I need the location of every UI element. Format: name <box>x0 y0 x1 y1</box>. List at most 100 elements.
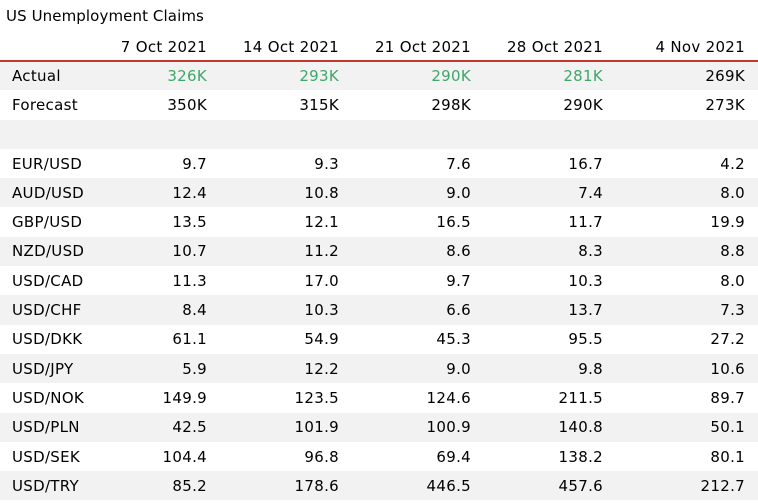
table-cell: 100.9 <box>426 418 471 437</box>
table-cell: 4.2 <box>720 154 745 173</box>
table-cell: 273K <box>705 95 745 114</box>
table-row: Forecast 350K 315K 298K 290K 273K <box>0 90 758 120</box>
table-cell: 50.1 <box>710 418 745 437</box>
table-cell: 12.4 <box>172 183 207 202</box>
table-cell: 12.1 <box>304 213 339 232</box>
table-cell <box>100 120 220 149</box>
row-label: NZD/USD <box>12 242 85 261</box>
table-row: USD/JPY 5.9 12.2 9.0 9.8 10.6 <box>0 353 758 384</box>
column-header: 14 Oct 2021 <box>220 33 352 62</box>
header-row: 7 Oct 2021 14 Oct 2021 21 Oct 2021 28 Oc… <box>0 33 758 62</box>
table-cell: 12.2 <box>304 359 339 378</box>
claims-table: 7 Oct 2021 14 Oct 2021 21 Oct 2021 28 Oc… <box>0 33 758 501</box>
table-row: GBP/USD 13.5 12.1 16.5 11.7 19.9 <box>0 207 758 237</box>
table-cell: 290K <box>563 95 603 114</box>
table-row: USD/DKK 61.1 54.9 45.3 95.5 27.2 <box>0 324 758 354</box>
table-cell: 16.5 <box>436 213 471 232</box>
table-cell: 8.8 <box>720 242 745 261</box>
table-cell: 7.3 <box>720 301 745 320</box>
row-label <box>0 120 100 149</box>
table-cell: 8.0 <box>720 183 745 202</box>
table-cell: 8.0 <box>720 271 745 290</box>
table-cell: 211.5 <box>558 388 603 407</box>
table-title: US Unemployment Claims <box>6 7 204 25</box>
table-cell: 85.2 <box>172 476 207 495</box>
table-cell: 446.5 <box>426 476 471 495</box>
column-header: 21 Oct 2021 <box>352 33 484 62</box>
table-row: AUD/USD 12.4 10.8 9.0 7.4 8.0 <box>0 178 758 208</box>
table-row: USD/TRY 85.2 178.6 446.5 457.6 212.7 <box>0 471 758 501</box>
table-cell: 5.9 <box>182 359 207 378</box>
column-header: 7 Oct 2021 <box>100 33 220 62</box>
table-cell: 212.7 <box>700 476 745 495</box>
table-cell: 140.8 <box>558 418 603 437</box>
table-row: EUR/USD 9.7 9.3 7.6 16.7 4.2 <box>0 148 758 179</box>
row-label: AUD/USD <box>12 183 84 202</box>
row-label: USD/CAD <box>12 271 84 290</box>
table-cell: 138.2 <box>558 447 603 466</box>
row-label: USD/TRY <box>12 476 79 495</box>
table-cell: 123.5 <box>294 388 339 407</box>
table-cell: 17.0 <box>304 271 339 290</box>
table-cell: 457.6 <box>558 476 603 495</box>
table-cell: 61.1 <box>172 330 207 349</box>
table-cell: 178.6 <box>294 476 339 495</box>
table-cell: 80.1 <box>710 447 745 466</box>
table-cell: 7.4 <box>578 183 603 202</box>
table-row: NZD/USD 10.7 11.2 8.6 8.3 8.8 <box>0 236 758 267</box>
table-cell: 124.6 <box>426 388 471 407</box>
table-cell <box>616 120 758 149</box>
table-cell: 6.6 <box>446 301 471 320</box>
column-header: 28 Oct 2021 <box>484 33 616 62</box>
table-cell: 9.8 <box>578 359 603 378</box>
table-cell: 290K <box>431 67 471 86</box>
table-cell <box>352 120 484 149</box>
table-cell: 269K <box>705 67 745 86</box>
table-cell: 9.0 <box>446 183 471 202</box>
table-cell: 9.0 <box>446 359 471 378</box>
table-cell: 9.3 <box>314 154 339 173</box>
table-cell: 42.5 <box>172 418 207 437</box>
header-corner <box>0 33 100 62</box>
table-row <box>0 119 758 149</box>
table-cell: 54.9 <box>304 330 339 349</box>
table-row: USD/SEK 104.4 96.8 69.4 138.2 80.1 <box>0 441 758 472</box>
table-cell: 16.7 <box>568 154 603 173</box>
table-cell: 19.9 <box>710 213 745 232</box>
table-cell: 69.4 <box>436 447 471 466</box>
table-row: Actual 326K 293K 290K 281K 269K <box>0 61 758 91</box>
table-cell: 149.9 <box>162 388 207 407</box>
row-label: GBP/USD <box>12 213 83 232</box>
table-cell: 11.7 <box>568 213 603 232</box>
table-cell: 8.6 <box>446 242 471 261</box>
column-header: 4 Nov 2021 <box>616 33 758 62</box>
table-cell: 9.7 <box>446 271 471 290</box>
row-label: USD/PLN <box>12 418 80 437</box>
table-cell: 10.7 <box>172 242 207 261</box>
row-label: EUR/USD <box>12 154 83 173</box>
table-cell: 13.5 <box>172 213 207 232</box>
table-body: Actual 326K 293K 290K 281K 269K Forecast 350K 31… <box>0 61 758 501</box>
table-cell: 298K <box>431 95 471 114</box>
table-cell: 95.5 <box>568 330 603 349</box>
row-label: Forecast <box>12 95 78 114</box>
table-cell: 8.3 <box>578 242 603 261</box>
table-cell: 96.8 <box>304 447 339 466</box>
table-row: USD/CAD 11.3 17.0 9.7 10.3 8.0 <box>0 266 758 296</box>
table-cell: 8.4 <box>182 301 207 320</box>
table-cell: 11.2 <box>304 242 339 261</box>
table-cell: 11.3 <box>172 271 207 290</box>
row-label: USD/DKK <box>12 330 83 349</box>
table-cell: 7.6 <box>446 154 471 173</box>
table-cell: 27.2 <box>710 330 745 349</box>
table-cell: 89.7 <box>710 388 745 407</box>
table-cell: 45.3 <box>436 330 471 349</box>
row-label: USD/NOK <box>12 388 85 407</box>
table-cell: 10.3 <box>568 271 603 290</box>
table-cell: 326K <box>167 67 207 86</box>
table-cell: 101.9 <box>294 418 339 437</box>
row-label: USD/SEK <box>12 447 81 466</box>
table-cell <box>220 120 352 149</box>
table-cell: 13.7 <box>568 301 603 320</box>
table-cell: 9.7 <box>182 154 207 173</box>
